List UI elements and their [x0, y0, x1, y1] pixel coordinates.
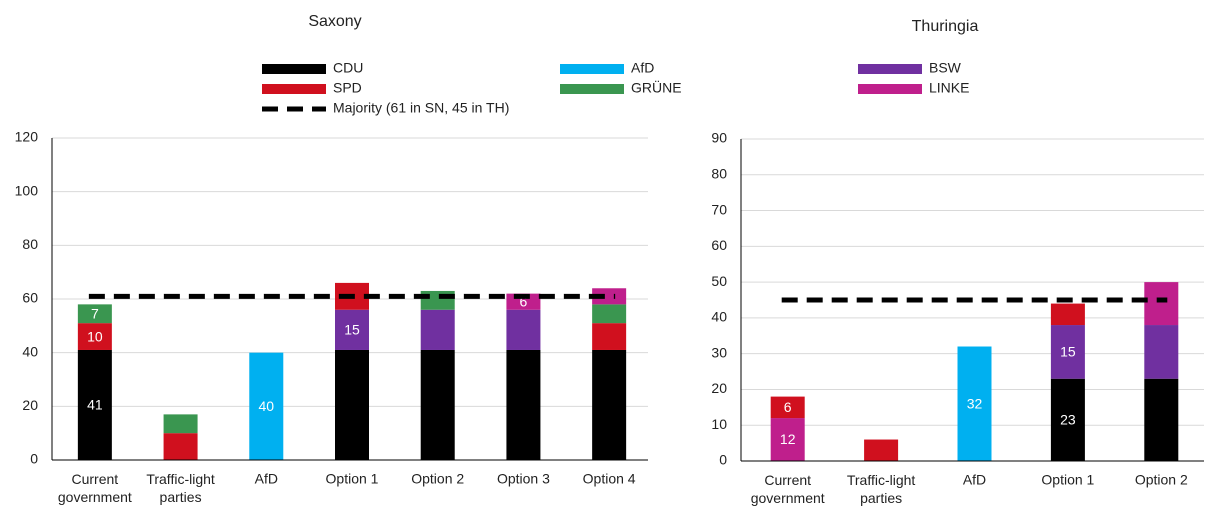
y-tick-label: 40 — [22, 343, 38, 359]
bar-segment — [592, 288, 627, 305]
bar-segment — [163, 414, 198, 434]
bar-segment — [77, 304, 112, 324]
y-tick-label: 20 — [711, 380, 727, 396]
bar-segment — [420, 290, 455, 310]
x-tick-label: Traffic-light parties — [847, 472, 916, 506]
data-label: 15 — [344, 322, 360, 338]
x-tick-label: Current government — [58, 471, 132, 505]
bar-segment — [770, 396, 805, 419]
legend-swatch — [262, 64, 326, 74]
x-tick-line: Traffic-light — [847, 472, 916, 488]
bar-segment — [1144, 378, 1179, 461]
x-tick-line: parties — [860, 490, 902, 506]
data-label: 32 — [967, 395, 983, 411]
bar-segment — [77, 349, 112, 460]
bar-segment — [592, 323, 627, 350]
legend-label: GRÜNE — [631, 79, 682, 96]
data-label: 10 — [87, 328, 103, 344]
y-tick-label: 50 — [711, 273, 727, 289]
x-tick-line: Current — [72, 471, 119, 487]
legend-label: LINKE — [929, 80, 969, 96]
legend-swatch — [262, 84, 326, 94]
bar-segment — [249, 352, 284, 460]
y-tick-label: 90 — [711, 130, 727, 146]
legend-swatch — [560, 84, 624, 94]
legend-label: AfD — [631, 60, 654, 76]
bar-segment — [420, 309, 455, 350]
bar-segment — [335, 309, 369, 350]
x-tick-label: Option 1 — [1041, 472, 1094, 488]
data-label: 15 — [1060, 344, 1076, 360]
y-tick-label: 80 — [22, 236, 38, 252]
bar-segment — [957, 346, 992, 461]
x-tick-label: AfD — [255, 471, 278, 487]
y-tick-label: 80 — [711, 165, 727, 181]
bar-segment — [335, 349, 369, 460]
data-label: 12 — [780, 431, 796, 447]
bar-segment — [420, 349, 455, 460]
bar-segment — [1144, 325, 1179, 379]
data-label: 40 — [258, 398, 274, 414]
x-tick-line: parties — [160, 489, 202, 505]
y-tick-label: 0 — [30, 451, 38, 467]
bar-segment — [506, 309, 541, 350]
legend-label: SPD — [333, 80, 362, 96]
data-label: 7 — [91, 305, 99, 321]
legend-swatch — [858, 64, 922, 74]
legend-swatch — [858, 84, 922, 94]
y-tick-label: 60 — [22, 290, 38, 306]
bar-segment — [1050, 303, 1085, 326]
legend-label: Majority (61 in SN, 45 in TH) — [333, 100, 509, 116]
bar-segment — [1050, 325, 1085, 379]
data-label: 6 — [784, 399, 792, 415]
y-tick-label: 60 — [711, 237, 727, 253]
x-tick-label: Option 3 — [497, 471, 550, 487]
x-tick-label: Option 1 — [326, 471, 379, 487]
bar-segment — [592, 349, 627, 460]
y-tick-label: 70 — [711, 201, 727, 217]
y-tick-label: 20 — [22, 397, 38, 413]
bar-segment — [770, 418, 805, 461]
x-tick-line: government — [58, 489, 132, 505]
x-tick-label: Option 2 — [411, 471, 464, 487]
y-tick-label: 100 — [15, 182, 39, 198]
bar-segment — [1144, 282, 1179, 326]
bar-segment — [77, 323, 112, 350]
legend-swatch — [560, 64, 624, 74]
data-label: 6 — [520, 293, 528, 309]
x-tick-label: AfD — [963, 472, 986, 488]
x-tick-line: government — [751, 490, 825, 506]
bar-segment — [163, 433, 198, 460]
y-tick-label: 0 — [719, 452, 727, 468]
chart-title: Thuringia — [912, 18, 979, 35]
data-label: 41 — [87, 397, 103, 413]
x-tick-line: Traffic-light — [146, 471, 215, 487]
chart-title: Saxony — [308, 13, 361, 30]
x-tick-label: Traffic-light parties — [146, 471, 215, 505]
x-tick-label: Option 2 — [1135, 472, 1188, 488]
data-label: 23 — [1060, 412, 1076, 428]
y-tick-label: 10 — [711, 416, 727, 432]
bar-segment — [506, 349, 541, 460]
x-tick-label: Option 4 — [583, 471, 636, 487]
legend-label: CDU — [333, 60, 363, 76]
x-tick-label: Current government — [751, 472, 825, 506]
bar-segment — [592, 304, 627, 324]
y-tick-label: 120 — [15, 129, 39, 145]
legend-label: BSW — [929, 60, 962, 76]
y-tick-label: 40 — [711, 309, 727, 325]
y-tick-label: 30 — [711, 344, 727, 360]
bar-segment — [1050, 378, 1085, 461]
x-tick-line: Current — [764, 472, 811, 488]
bar-segment — [864, 439, 899, 461]
